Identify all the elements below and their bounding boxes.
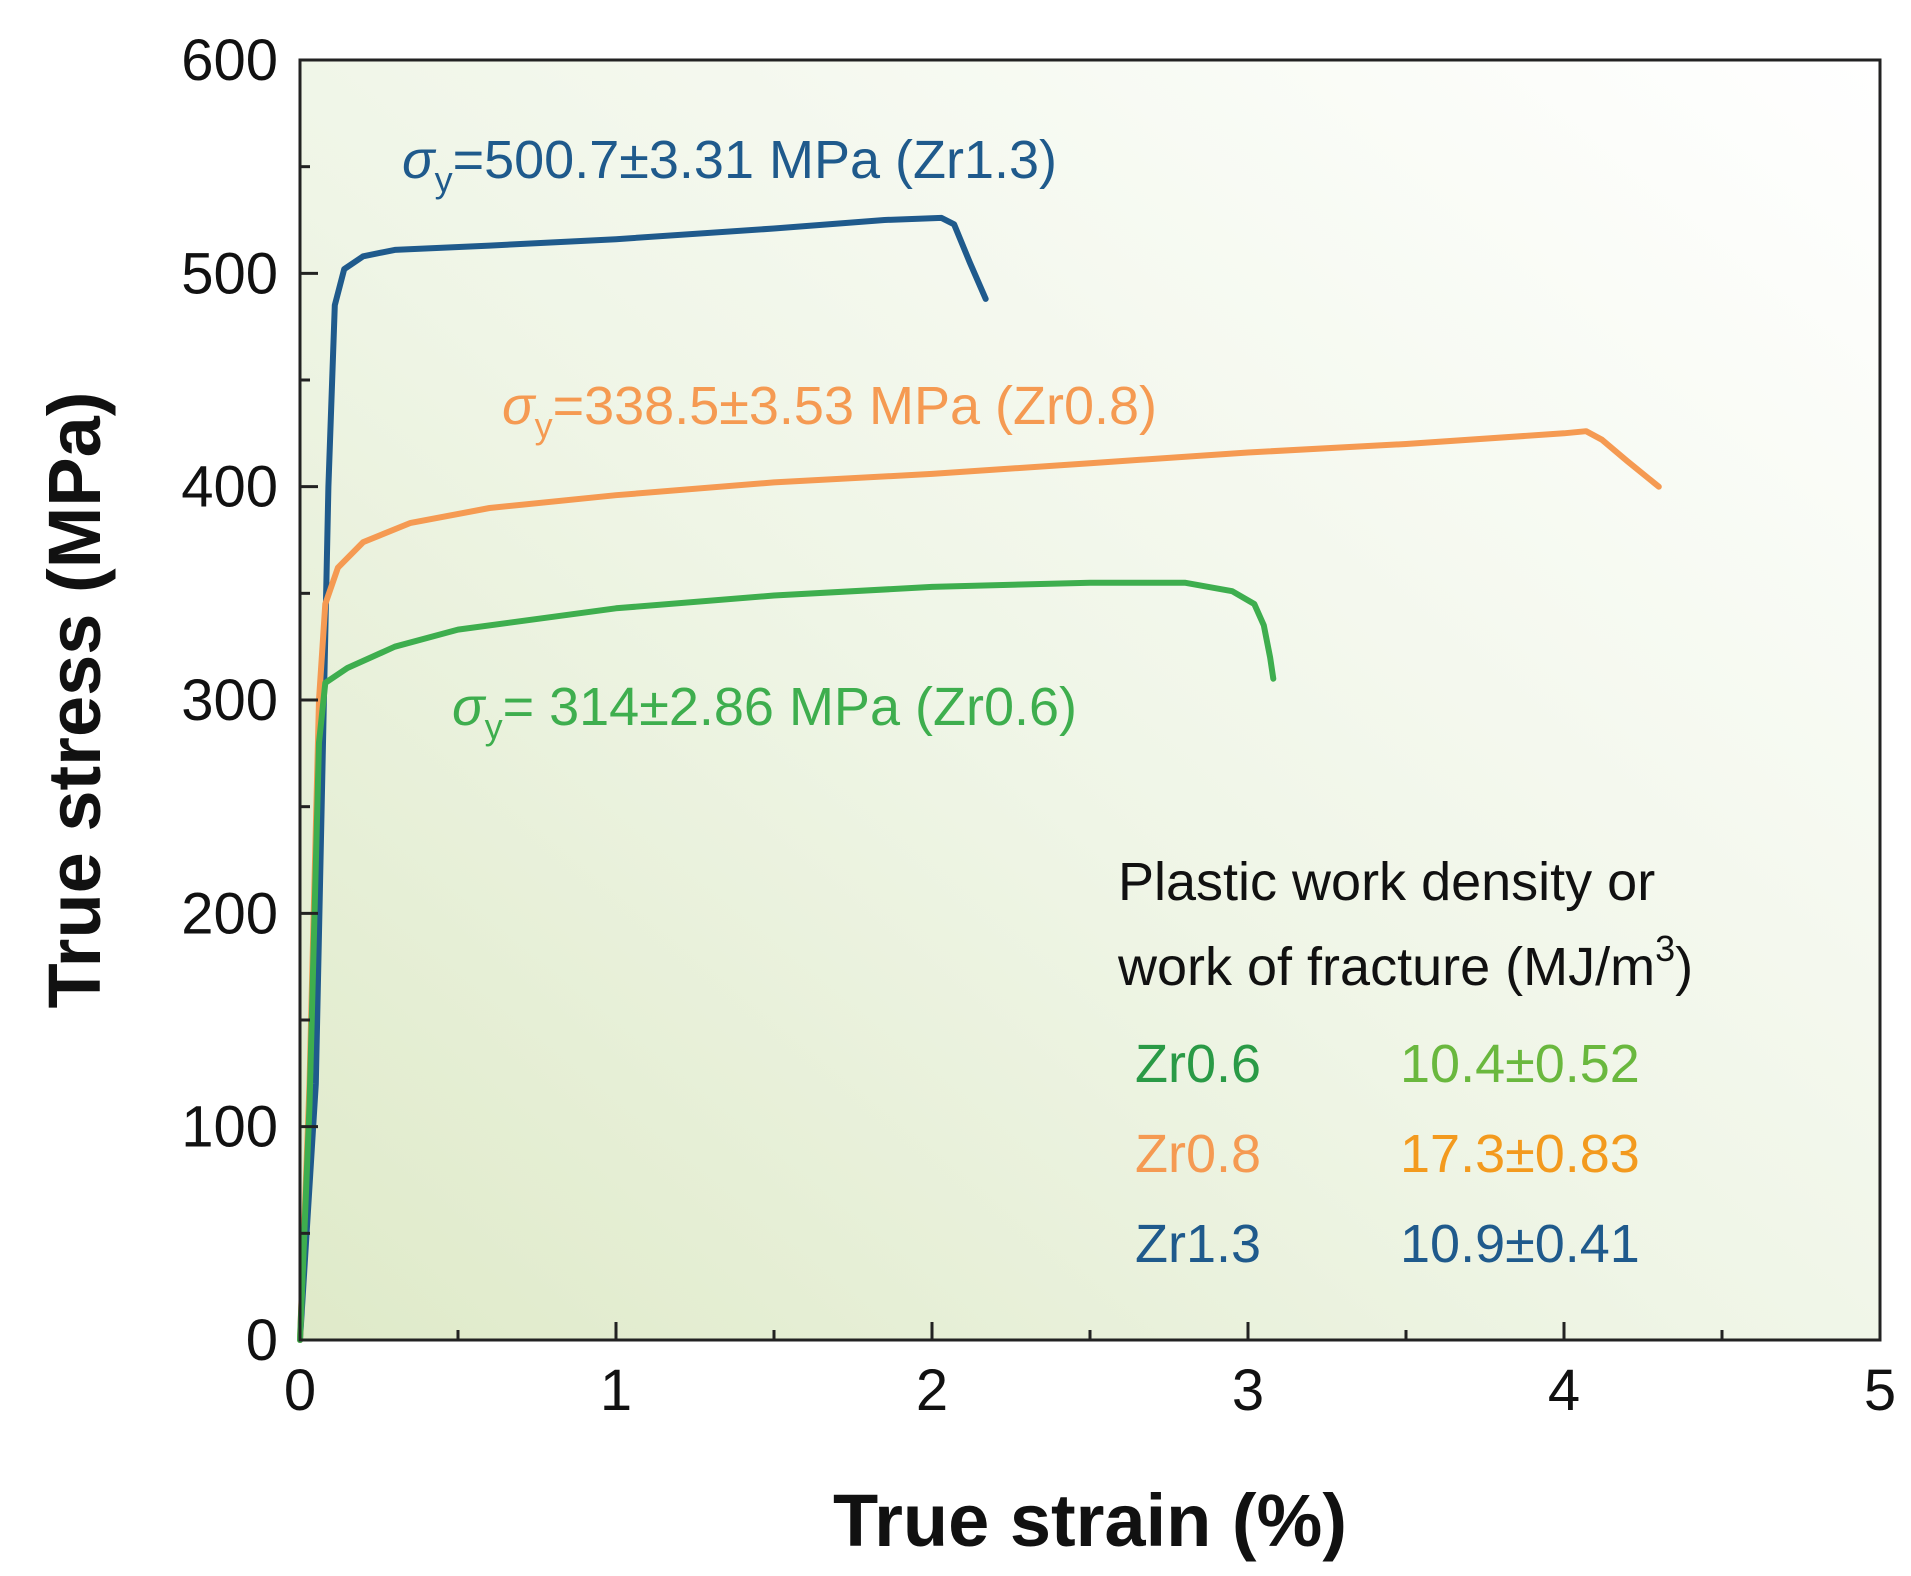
table-title-end: )	[1675, 937, 1693, 997]
annotation-sub: y	[485, 706, 503, 747]
annotation-sub: y	[435, 159, 453, 200]
series-line-zr0.6	[297, 579, 1277, 1343]
annotation-text: =500.7±3.31 MPa (Zr1.3)	[453, 130, 1057, 190]
x-tick-label: 1	[600, 1358, 632, 1423]
annotation-zr1.3: σy=500.7±3.31 MPa (Zr1.3)	[402, 130, 1057, 200]
annotation-sigma: σ	[452, 677, 487, 737]
x-tick-label: 3	[1232, 1358, 1264, 1423]
y-axis-title: True stress (MPa)	[33, 392, 116, 1009]
ticks-layer: 0 1 2 3 4 5 0 100 200 300 400 500 600	[181, 28, 1896, 1423]
annotation-zr0.8: σy=338.5±3.53 MPa (Zr0.8)	[502, 376, 1157, 446]
y-tick-label: 300	[181, 668, 278, 733]
series-line-zr1.3	[297, 214, 989, 1343]
x-tick-label: 4	[1548, 1358, 1580, 1423]
table-row-label: Zr0.8	[1135, 1124, 1261, 1184]
annotation-zr0.6: σy= 314±2.86 MPa (Zr0.6)	[452, 677, 1077, 747]
x-tick-label: 5	[1864, 1358, 1896, 1423]
series-line-zr0.8	[297, 428, 1662, 1343]
x-tick-label: 2	[916, 1358, 948, 1423]
table-row-label: Zr0.6	[1135, 1034, 1261, 1094]
annotation-sigma: σ	[402, 130, 437, 190]
table-title-sup: 3	[1655, 928, 1675, 969]
table-title-line2: work of fracture (MJ/m3)	[1117, 928, 1693, 997]
plot-frame	[298, 58, 1882, 1342]
annotation-sub: y	[535, 405, 553, 446]
work-density-table: Plastic work density or work of fracture…	[1117, 852, 1693, 1274]
table-row-value: 10.4±0.52	[1400, 1034, 1640, 1094]
table-title-line1: Plastic work density or	[1118, 852, 1655, 912]
table-row-value: 10.9±0.41	[1400, 1214, 1640, 1274]
y-tick-label: 200	[181, 881, 278, 946]
y-tick-label: 400	[181, 455, 278, 520]
series-layer	[297, 214, 1662, 1343]
y-tick-label: 0	[246, 1308, 278, 1373]
table-title-main: work of fracture (MJ/m	[1117, 937, 1655, 997]
y-tick-label: 600	[181, 28, 278, 93]
annotation-text: = 314±2.86 MPa (Zr0.6)	[503, 677, 1077, 737]
x-tick-label: 0	[284, 1358, 316, 1423]
y-tick-label: 500	[181, 241, 278, 306]
table-row-value: 17.3±0.83	[1400, 1124, 1640, 1184]
annotation-sigma: σ	[502, 376, 537, 436]
plot-area-background	[300, 60, 1880, 1340]
x-axis-title: True strain (%)	[833, 1479, 1347, 1562]
annotation-text: =338.5±3.53 MPa (Zr0.8)	[553, 376, 1157, 436]
y-tick-label: 100	[181, 1095, 278, 1160]
table-row-label: Zr1.3	[1135, 1214, 1261, 1274]
